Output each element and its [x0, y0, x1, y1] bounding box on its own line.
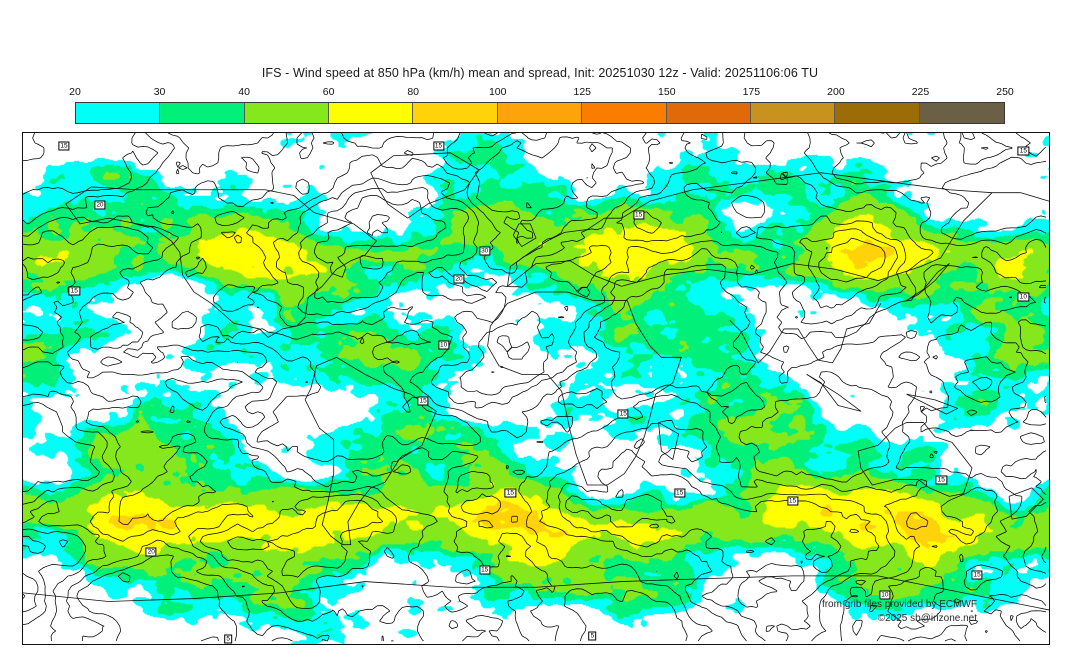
spread-contour-line	[23, 133, 993, 613]
colorbar-tick: 150	[658, 86, 676, 98]
colorbar-cell	[666, 103, 751, 123]
colorbar-tick-labels: 20 30 40 60 80 100 125 150 175 200 225 250	[69, 86, 1014, 102]
contour-label: 10	[438, 340, 450, 350]
coastline	[507, 192, 1049, 287]
colorbar-cell	[835, 103, 920, 123]
contour-label: 15	[68, 286, 80, 296]
colorbar-tick: 60	[322, 86, 335, 98]
wind-speed-field-canvas	[23, 133, 1049, 644]
spread-contour-line	[23, 133, 1047, 642]
contour-label: 15	[432, 141, 445, 151]
coastline	[857, 422, 973, 497]
credit-source: from grib files provided by ECMWF	[821, 599, 977, 610]
contour-label: 15	[617, 409, 629, 419]
colorbar-tick: 100	[488, 86, 507, 98]
contour-label: 30	[479, 246, 491, 256]
spread-contour-line	[23, 133, 1047, 642]
contour-label: 15	[674, 488, 686, 498]
contour-label: 20	[145, 547, 157, 557]
coastline	[906, 263, 950, 301]
contour-label: 10	[879, 590, 891, 600]
page-title: IFS - Wind speed at 850 hPa (km/h) mean …	[261, 66, 819, 80]
coastline	[487, 291, 682, 486]
colorbar-cell	[244, 103, 330, 123]
colorbar-tick: 250	[996, 86, 1014, 98]
colorbar-cell	[76, 103, 161, 123]
contour-label: 15	[504, 488, 516, 498]
colorbar: 20 30 40 60 80 100 125 150 175 200 225 250	[69, 86, 1014, 126]
contour-label: 15	[971, 570, 983, 580]
contour-label: 15	[935, 475, 947, 485]
spread-contour-line	[23, 214, 886, 599]
contour-label: 15	[786, 496, 799, 506]
credit-author: ©2025 sb@irizone.net	[877, 613, 977, 624]
map-frame[interactable]: 15 15 15 20 15 15 20 30 10 10 15 15 15 15 15 15 20 15 10 5 5…	[22, 132, 1050, 645]
map-contours-and-coastlines	[23, 133, 1049, 642]
spread-contour-line	[23, 133, 1047, 642]
contour-label: 15	[58, 141, 70, 151]
colorbar-tick: 200	[827, 86, 845, 98]
coastline	[729, 303, 882, 364]
coastline	[806, 374, 862, 412]
coastline	[304, 356, 437, 546]
spread-contour-line	[23, 133, 1047, 642]
colorbar-tick: 80	[407, 86, 420, 98]
colorbar-tick: 20	[69, 86, 81, 98]
colorbar-tick: 40	[238, 86, 250, 98]
contour-label: 15	[417, 396, 429, 406]
coastline	[370, 152, 480, 219]
coastline	[65, 186, 377, 338]
map-field-raster	[23, 133, 1049, 644]
colorbar-swatches	[75, 102, 1005, 124]
contour-label: 15	[632, 210, 645, 220]
colorbar-cell	[750, 103, 836, 123]
colorbar-tick: 30	[153, 86, 166, 98]
colorbar-tick: 125	[573, 86, 592, 98]
contour-label: 15	[1017, 146, 1029, 156]
coastline	[512, 223, 537, 247]
contour-label: 20	[453, 274, 465, 284]
colorbar-cell	[582, 103, 667, 123]
contour-label: 15	[479, 565, 491, 575]
coastline	[23, 575, 1049, 611]
contour-label: 20	[94, 200, 106, 210]
contour-label: 10	[1017, 292, 1029, 302]
colorbar-cell	[413, 103, 498, 123]
coastline	[658, 422, 679, 460]
contour-label: 5	[224, 634, 232, 644]
colorbar-cell	[919, 103, 1004, 123]
coastline	[507, 172, 993, 287]
contour-label: 5	[588, 631, 597, 641]
coastline	[1008, 487, 1044, 520]
colorbar-cell	[160, 103, 245, 123]
colorbar-cell	[497, 103, 583, 123]
coastline	[906, 393, 959, 415]
colorbar-cell	[329, 103, 414, 123]
colorbar-tick: 175	[742, 86, 761, 98]
colorbar-tick: 225	[911, 86, 930, 98]
